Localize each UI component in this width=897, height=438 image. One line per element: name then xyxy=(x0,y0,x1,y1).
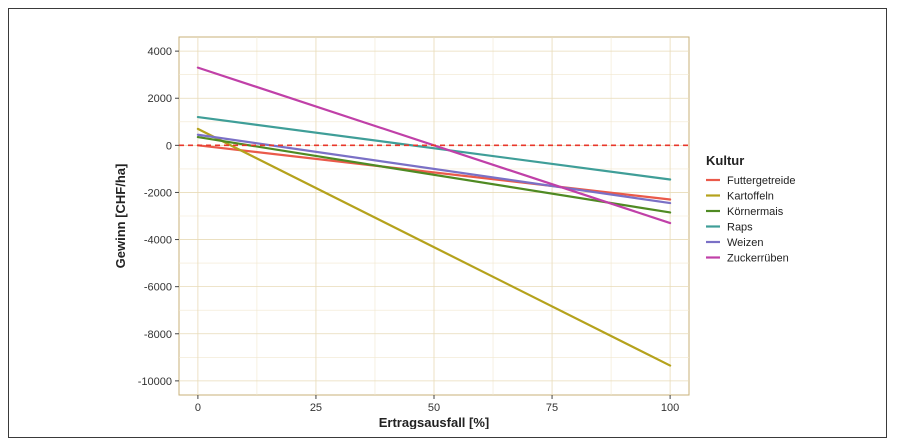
y-tick-label: -8000 xyxy=(144,329,172,341)
legend-label: Kartoffeln xyxy=(727,191,774,203)
legend-label: Futtergetreide xyxy=(727,175,795,187)
series-line xyxy=(196,135,672,214)
chart-frame: 0 25 50 75 100 4000 2000 0 -2000 -4000 -6000 -8000… xyxy=(8,8,887,438)
x-tick-label: 25 xyxy=(310,402,322,414)
y-tick-label: -10000 xyxy=(138,376,172,388)
line-chart: 0 25 50 75 100 4000 2000 0 -2000 -4000 -6000 -8000… xyxy=(113,36,795,429)
y-tick-label: -2000 xyxy=(144,187,172,199)
x-tick-label: 100 xyxy=(661,402,679,414)
y-tick-label: -6000 xyxy=(144,282,172,294)
x-axis: 0 25 50 75 100 xyxy=(195,395,679,414)
x-tick-label: 50 xyxy=(428,402,440,414)
y-axis-title: Gewinn [CHF/ha] xyxy=(113,164,128,269)
legend-label: Körnermais xyxy=(727,206,784,218)
legend-title: Kultur xyxy=(706,153,744,168)
series-lines xyxy=(196,66,672,367)
x-tick-label: 0 xyxy=(195,402,201,414)
legend-label: Zuckerrüben xyxy=(727,253,789,265)
x-axis-title: Ertragsausfall [%] xyxy=(379,415,490,429)
y-tick-label: 4000 xyxy=(148,46,172,58)
series-line xyxy=(196,127,672,367)
legend: Kultur Futtergetreide Kartoffeln Körnermai… xyxy=(706,153,795,265)
y-tick-label: -4000 xyxy=(144,235,172,247)
y-axis: 4000 2000 0 -2000 -4000 -6000 -8000 -10000 xyxy=(138,46,179,388)
legend-label: Weizen xyxy=(727,237,763,249)
series-line xyxy=(196,115,672,181)
series-line xyxy=(196,133,672,205)
y-tick-label: 2000 xyxy=(148,93,172,105)
x-tick-label: 75 xyxy=(546,402,558,414)
y-tick-label: 0 xyxy=(166,140,172,152)
series-line xyxy=(196,144,672,201)
legend-label: Raps xyxy=(727,222,753,234)
